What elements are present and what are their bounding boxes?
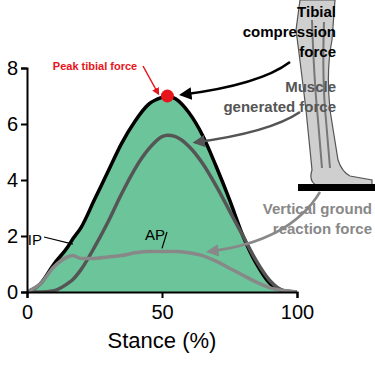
y-tick-mark (21, 236, 27, 238)
annotation-label: IP (28, 231, 42, 248)
label-arrow (209, 192, 321, 252)
x-tick-label: 0 (22, 301, 33, 323)
y-tick-mark (21, 180, 27, 182)
y-tick-mark (21, 124, 27, 126)
y-tick: 4 (7, 169, 27, 191)
x-tick-mark (162, 292, 164, 298)
y-tick-label: 2 (7, 225, 18, 247)
x-tick: 100 (281, 292, 314, 323)
y-tick: 2 (7, 225, 27, 247)
series-line (27, 135, 297, 292)
annotation-leader (44, 237, 73, 244)
peak-marker (161, 90, 174, 103)
y-tick-label: 4 (7, 169, 18, 191)
y-axis-line (21, 69, 28, 293)
x-tick-mark (297, 292, 299, 298)
y-tick-label: 0 (7, 281, 18, 303)
x-tick-label: 50 (151, 301, 173, 323)
y-tick-mark (21, 292, 27, 294)
label-arrow (182, 62, 291, 95)
x-axis-line (28, 293, 298, 299)
y-axis: 0 2 4 6 8 (7, 57, 28, 303)
y-tick: 8 (7, 57, 27, 79)
x-tick: 0 (22, 292, 33, 323)
y-tick: 6 (7, 113, 27, 135)
y-tick-label: 6 (7, 113, 18, 135)
series-line (27, 251, 297, 292)
annotation-arrow (143, 66, 158, 94)
series-line (27, 96, 297, 292)
annotation-label: Peak tibial force (53, 60, 137, 72)
plot-area (27, 96, 297, 292)
x-tick: 50 (151, 292, 173, 323)
annotation-label: AP (145, 226, 165, 243)
ground-plate (298, 184, 375, 191)
chart: 0 50 100 0 2 4 6 8 Stance (%) Tibialcompressionfo… (0, 0, 375, 366)
y-tick: 0 (7, 281, 27, 303)
label-arrow (195, 112, 300, 142)
x-tick-label: 100 (281, 301, 314, 323)
x-axis: 0 50 100 (22, 292, 314, 323)
series-area (27, 96, 297, 292)
x-axis-title: Stance (%) (108, 328, 217, 353)
y-tick-label: 8 (7, 57, 18, 79)
series-label: Tibialcompressionforce (243, 3, 336, 60)
series-label: Musclegenerated force (223, 78, 336, 115)
y-tick-mark (21, 68, 27, 70)
